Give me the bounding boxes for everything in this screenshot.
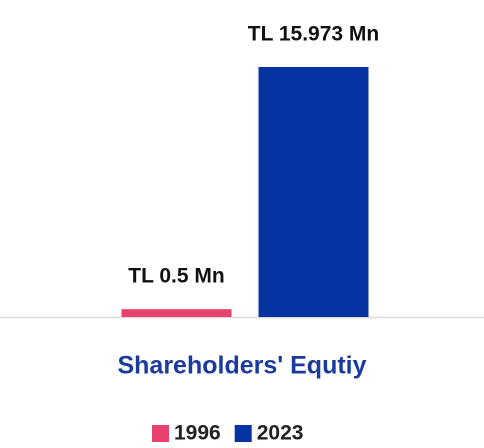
bar bbox=[121, 309, 232, 317]
legend-label: 1996 bbox=[174, 422, 221, 445]
bar bbox=[258, 67, 369, 317]
category-label: Shareholders' Equtiy bbox=[117, 352, 366, 380]
data-label: TL 15.973 Mn bbox=[248, 23, 380, 46]
legend-label: 2023 bbox=[257, 422, 304, 445]
data-label: TL 0.5 Mn bbox=[128, 265, 224, 288]
legend-swatch bbox=[234, 425, 252, 442]
legend-swatch bbox=[152, 425, 169, 442]
